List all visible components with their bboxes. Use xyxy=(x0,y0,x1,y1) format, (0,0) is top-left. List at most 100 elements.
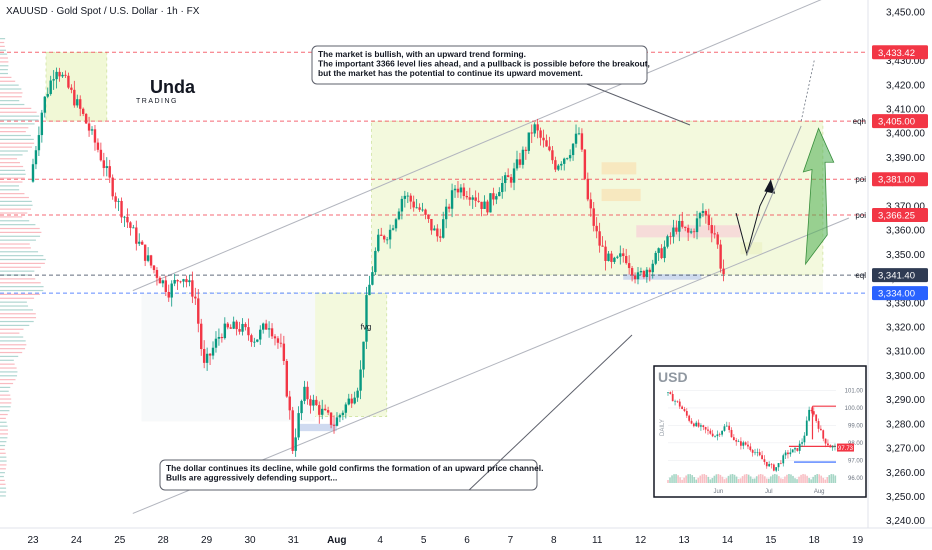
volume-bar xyxy=(0,382,14,385)
y-tick-label: 3,400.00 xyxy=(886,129,925,140)
volume-bar xyxy=(0,208,31,210)
candle-body xyxy=(211,347,215,356)
volume-bar xyxy=(0,320,34,323)
volume-bar xyxy=(0,479,5,482)
candle-body xyxy=(96,142,100,150)
candle xyxy=(574,124,578,148)
volume-bar xyxy=(0,410,10,412)
candle-body xyxy=(52,79,55,81)
candle-body xyxy=(270,328,274,337)
bottom-callout-line: Bulls are aggressively defending support… xyxy=(166,472,337,482)
candle-body xyxy=(58,71,61,77)
usd-candle-body xyxy=(671,394,674,402)
usd-volume-bar xyxy=(709,479,712,483)
usd-candle xyxy=(707,426,709,435)
candle-body xyxy=(436,228,439,237)
candle xyxy=(571,142,575,161)
usd-candle-body xyxy=(796,448,799,451)
volume-bar xyxy=(0,243,30,245)
candle-body xyxy=(521,149,525,165)
usd-candle xyxy=(718,432,721,437)
candle xyxy=(533,122,536,137)
candle xyxy=(111,174,114,200)
candle-body xyxy=(217,336,221,339)
candle-body xyxy=(197,298,200,324)
usd-candle xyxy=(671,390,674,402)
volume-bar xyxy=(0,80,16,82)
candle xyxy=(554,156,557,173)
candle xyxy=(695,210,699,240)
volume-bar xyxy=(0,111,37,113)
candle-body xyxy=(388,229,392,240)
x-tick-label: 29 xyxy=(201,535,213,546)
candle-body xyxy=(678,220,681,232)
usd-candle xyxy=(789,448,792,457)
usd-candle xyxy=(798,440,801,454)
order-block-1 xyxy=(601,188,641,202)
usd-volume-bar xyxy=(792,475,794,483)
usd-candle-body xyxy=(810,409,813,412)
candle xyxy=(592,201,595,232)
candle xyxy=(415,199,418,209)
usd-volume-bar xyxy=(818,474,820,483)
candle xyxy=(495,193,498,205)
candle-body xyxy=(170,283,173,298)
candle-body xyxy=(701,210,705,214)
candle-body xyxy=(208,353,212,356)
candle-body xyxy=(722,268,725,275)
usd-candle xyxy=(829,444,832,448)
candle xyxy=(707,208,711,231)
usd-volume-bar xyxy=(669,477,671,483)
candle xyxy=(138,233,141,246)
candle xyxy=(589,192,592,217)
candle xyxy=(672,219,675,244)
candle xyxy=(613,256,616,265)
usd-volume-bar xyxy=(772,474,774,483)
usd-volume-bar xyxy=(822,477,825,483)
level-badge xyxy=(872,207,928,222)
level-badge xyxy=(872,114,928,129)
candle xyxy=(341,410,345,421)
candle-body xyxy=(489,193,492,213)
usd-candle xyxy=(803,432,806,446)
candle xyxy=(223,317,227,340)
candle-body xyxy=(710,225,713,234)
candle xyxy=(489,193,492,213)
usd-candle xyxy=(702,424,705,431)
usd-candle-body xyxy=(834,445,836,447)
candle xyxy=(557,163,560,172)
volume-bar xyxy=(0,309,33,311)
usd-candle xyxy=(685,408,688,419)
candle xyxy=(619,245,622,265)
volume-bar xyxy=(0,204,33,206)
top-callout-line: but the market has the potential to cont… xyxy=(318,68,583,78)
candle xyxy=(61,72,64,79)
candle xyxy=(453,185,457,198)
usd-volume-bar xyxy=(703,474,706,483)
candle xyxy=(73,80,76,108)
usd-candle xyxy=(749,443,752,452)
candle-body xyxy=(220,336,224,339)
usd-candle xyxy=(669,391,672,395)
candle-body xyxy=(554,160,557,170)
usd-candle xyxy=(674,399,676,406)
usd-candle-body xyxy=(754,452,756,454)
x-tick-label: 25 xyxy=(114,535,126,546)
candle-body xyxy=(616,256,619,258)
candle xyxy=(604,240,607,271)
usd-volume-bar xyxy=(689,474,691,483)
volume-bar xyxy=(0,251,39,253)
candle-body xyxy=(462,187,466,196)
candles xyxy=(31,67,725,457)
volume-bar xyxy=(0,402,12,404)
volume-bar xyxy=(0,425,8,427)
usd-y-tick: 96.00 xyxy=(848,476,864,482)
candle xyxy=(326,406,330,416)
usd-candle-body xyxy=(822,430,825,439)
volume-bar xyxy=(0,332,20,334)
candle xyxy=(76,94,79,108)
candle-body xyxy=(651,263,654,273)
projection-line-grey xyxy=(746,125,802,255)
usd-candle-body xyxy=(805,420,808,436)
